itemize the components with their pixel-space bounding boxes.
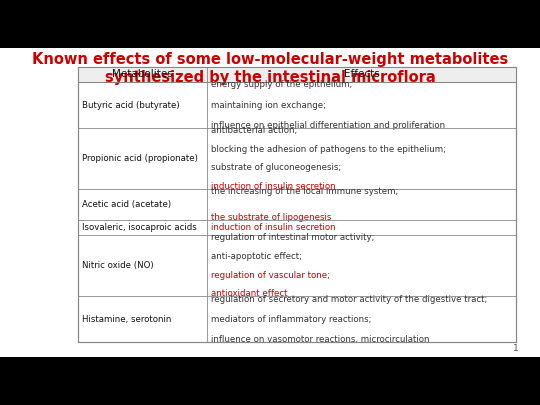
Text: induction of insulin secretion: induction of insulin secretion [211,182,336,191]
Text: Histamine, serotonin: Histamine, serotonin [82,315,172,324]
Text: the substrate of lipogenesis: the substrate of lipogenesis [211,213,332,222]
Text: Effects: Effects [343,70,380,79]
Text: the increasing of the local immune system;: the increasing of the local immune syste… [211,188,399,196]
Text: Nitric oxide (NO): Nitric oxide (NO) [82,261,154,270]
Bar [0,48,540,357]
Text: influence on vasomotor reactions, microcirculation: influence on vasomotor reactions, microc… [211,335,430,344]
Text: maintaining ion exchange;: maintaining ion exchange; [211,100,326,110]
Text: influence on epithelial differentiation and proliferation: influence on epithelial differentiation … [211,121,446,130]
Text: regulation of vascular tone;: regulation of vascular tone; [211,271,330,279]
Text: antioxidant effect: antioxidant effect [211,289,288,298]
Text: antibacterial action;: antibacterial action; [211,126,298,135]
Text: Acetic acid (acetate): Acetic acid (acetate) [82,200,171,209]
Text: regulation of secretory and motor activity of the digestive tract;: regulation of secretory and motor activi… [211,294,488,304]
Bar [78,67,516,82]
Text: blocking the adhesion of pathogens to the epithelium;: blocking the adhesion of pathogens to th… [211,145,446,154]
Text: energy supply of the epithelium;: energy supply of the epithelium; [211,80,353,90]
Text: anti-apoptotic effect;: anti-apoptotic effect; [211,252,302,261]
Text: Known effects of some low-molecular-weight metabolites
synthesized by the intest: Known effects of some low-molecular-weig… [32,52,508,85]
Text: regulation of intestinal motor activity;: regulation of intestinal motor activity; [211,233,375,242]
Bar [78,67,516,342]
Text: Metabolites: Metabolites [112,70,173,79]
Text: induction of insulin secretion: induction of insulin secretion [211,223,336,232]
Text: 1: 1 [512,344,518,353]
Text: Butyric acid (butyrate): Butyric acid (butyrate) [82,100,180,110]
Text: Isovaleric, isocaproic acids: Isovaleric, isocaproic acids [82,223,197,232]
Text: Propionic acid (propionate): Propionic acid (propionate) [82,154,198,163]
Text: substrate of gluconeogenesis;: substrate of gluconeogenesis; [211,163,341,173]
Text: mediators of inflammatory reactions;: mediators of inflammatory reactions; [211,315,372,324]
